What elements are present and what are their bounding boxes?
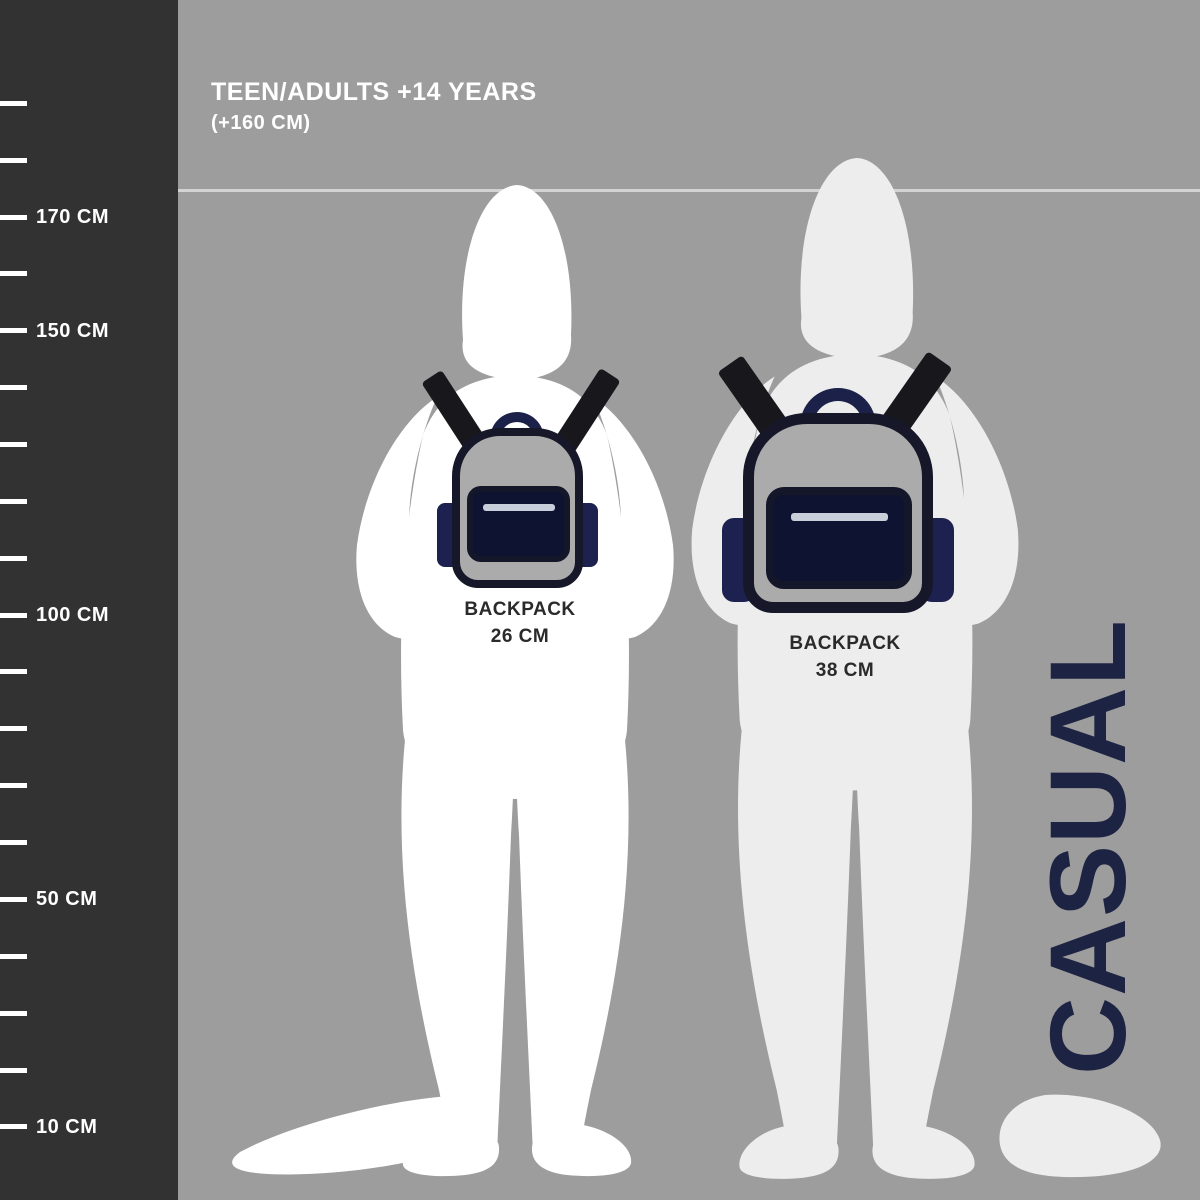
ruler-tick: [0, 385, 27, 391]
ruler-tick: [0, 328, 27, 334]
ruler-tick-label: 150 CM: [36, 319, 110, 342]
ruler-tick-label: 50 CM: [36, 888, 98, 911]
ruler-tick: [0, 783, 27, 789]
silhouette-extended-foot-right: [999, 1094, 1161, 1178]
backpack-small-label-line1: BACKPACK: [464, 599, 576, 620]
backpack-large-label-line2: 38 CM: [815, 660, 875, 681]
ruler-tick: [0, 271, 27, 277]
audience-title: TEEN/ADULTS +14 YEARS: [211, 78, 537, 106]
backpack-large-label-line1: BACKPACK: [789, 633, 901, 654]
ruler-tick: [0, 726, 27, 732]
ruler-tick: [0, 1124, 27, 1130]
silhouette-person-small-backpack: [232, 185, 674, 1177]
backpack-small-front-pocket: [467, 486, 570, 562]
ruler-tick-label: 170 CM: [36, 206, 110, 228]
ruler-tick: [0, 441, 27, 447]
ruler-tick: [0, 555, 27, 561]
ruler-tick: [0, 214, 27, 220]
ruler-tick: [0, 1067, 27, 1073]
backpack-large-front-pocket: [766, 487, 912, 589]
ruler-tick-label: 10 CM: [36, 1115, 98, 1138]
backpack-small-label-line2: 26 CM: [490, 626, 550, 647]
category-wordmark: CASUAL: [1027, 619, 1148, 1075]
ruler-tick: [0, 157, 27, 163]
audience-subtitle: (+160 CM): [211, 112, 311, 134]
height-reference-line: [0, 189, 1200, 192]
backpack-large-label: BACKPACK 38 CM: [750, 630, 940, 684]
ruler-tick: [0, 612, 27, 618]
ruler-tick: [0, 896, 27, 902]
ruler-tick: [0, 840, 27, 846]
ruler-tick: [0, 953, 27, 959]
ruler-tick-label: 100 CM: [36, 604, 110, 627]
ruler-tick: [0, 669, 27, 675]
backpack-small-zipper: [482, 504, 555, 511]
silhouette-extended-foot-left: [232, 1095, 476, 1175]
ruler-tick: [0, 498, 27, 504]
height-ruler: 170 CM 150 CM 100 CM 50 CM 10 CM: [0, 0, 178, 1200]
ruler-tick: [0, 100, 27, 106]
silhouette-person-large-backpack: [691, 158, 1161, 1179]
audience-header: TEEN/ADULTS +14 YEARS (+160 CM): [211, 78, 537, 135]
ruler-tick: [0, 1010, 27, 1016]
backpack-small-label: BACKPACK 26 CM: [425, 596, 615, 650]
backpack-large-zipper: [790, 513, 888, 521]
